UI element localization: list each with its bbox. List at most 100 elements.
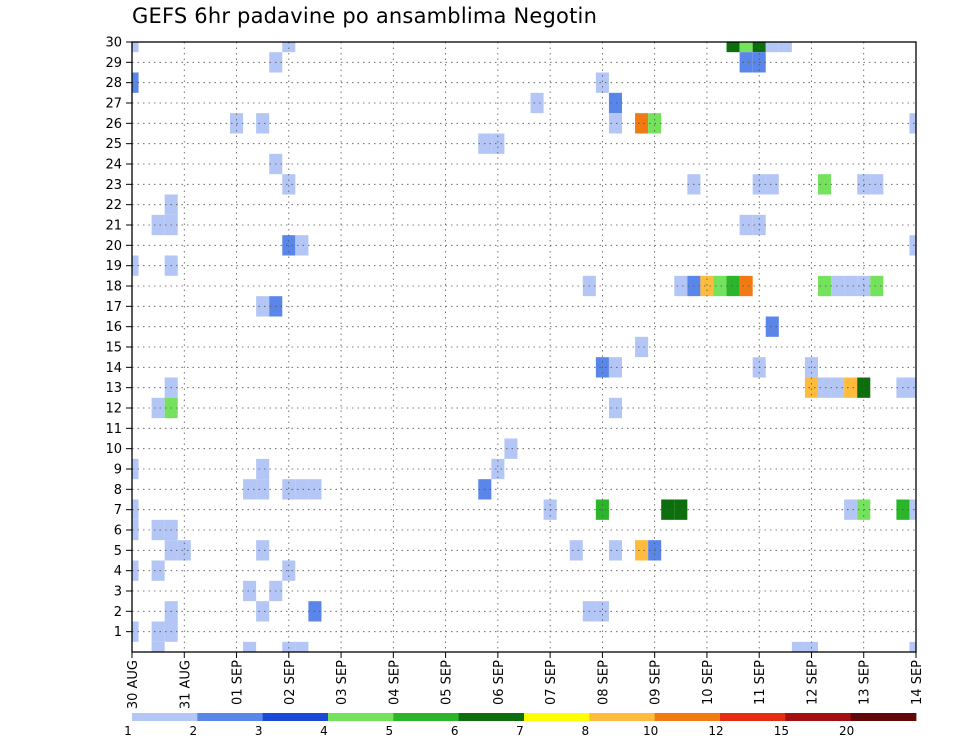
y-tick-label: 30	[105, 36, 122, 51]
x-tick-label: 08 SEP	[596, 660, 611, 705]
heatmap-cell	[726, 275, 740, 297]
heatmap-cell	[804, 641, 818, 652]
heatmap-cell	[569, 540, 583, 561]
chart-title: GEFS 6hr padavine po ansamblima Negotin	[132, 4, 598, 28]
heatmap-cell	[132, 560, 139, 581]
heatmap-cell	[608, 357, 622, 378]
y-tick-label: 18	[105, 280, 122, 295]
x-tick-label: 14 SEP	[910, 660, 925, 705]
y-tick-label: 28	[105, 76, 122, 91]
heatmap-cell	[818, 174, 832, 195]
heatmap-cell	[909, 641, 916, 652]
y-tick-label: 5	[114, 544, 122, 559]
heatmap-cell	[132, 458, 139, 480]
colorbar-swatch	[720, 713, 786, 721]
colorbar-label: 6	[451, 724, 459, 738]
x-tick-label: 12 SEP	[805, 660, 820, 705]
heatmap-cell	[608, 113, 622, 134]
colorbar-label: 8	[582, 724, 590, 738]
x-tick-label: 03 SEP	[335, 660, 350, 705]
y-tick-label: 10	[105, 442, 122, 457]
heatmap-cell	[765, 174, 779, 195]
heatmap-cell	[595, 601, 609, 622]
colorbar-label: 12	[708, 724, 723, 738]
colorbar-swatch	[132, 713, 198, 721]
heatmap-cell	[256, 113, 270, 134]
heatmap-cell	[256, 601, 270, 622]
x-tick-label: 05 SEP	[440, 660, 455, 705]
heatmap-cell	[739, 214, 753, 236]
heatmap-cell	[909, 235, 916, 256]
x-tick-label: 11 SEP	[753, 660, 768, 705]
y-tick-label: 13	[105, 381, 122, 396]
heatmap-cell	[870, 275, 884, 297]
colorbar-swatch	[262, 713, 329, 721]
y-tick-label: 2	[114, 605, 122, 620]
heatmap-cell	[909, 377, 916, 398]
heatmap-cell	[151, 621, 165, 642]
colorbar-label: 20	[839, 724, 854, 738]
heatmap-cell	[635, 540, 649, 561]
heatmap-cell	[844, 275, 858, 297]
y-tick-label: 21	[105, 219, 122, 234]
heatmap-cell	[608, 540, 622, 561]
heatmap-cell	[818, 377, 832, 398]
heatmap-cell	[635, 113, 649, 134]
heatmap-cell	[256, 540, 270, 561]
heatmap-cell	[778, 42, 792, 53]
x-axis: 30 AUG 31 AUG 01 SEP 02 SEP 03 SEP 04 SEP 05 S…	[126, 652, 925, 709]
heatmap-cell	[608, 92, 622, 114]
colorbar-swatch	[328, 713, 394, 721]
x-tick-label: 31 AUG	[178, 660, 193, 709]
heatmap-cell	[132, 255, 139, 276]
heatmap-cell	[256, 296, 270, 317]
colorbar-label: 5	[386, 724, 394, 738]
heatmap-cell	[831, 377, 845, 398]
heatmap-cell	[504, 438, 518, 459]
colorbar-swatch	[654, 713, 721, 721]
heatmap-cell	[151, 560, 165, 581]
y-tick-label: 8	[114, 483, 122, 498]
heatmap-cell	[282, 235, 296, 256]
heatmap-cell	[243, 479, 257, 500]
y-tick-label: 4	[114, 564, 122, 579]
x-tick-label: 09 SEP	[649, 660, 664, 705]
colorbar-label: 10	[643, 724, 658, 738]
y-tick-label: 24	[105, 158, 122, 173]
heatmap-cell	[295, 235, 309, 256]
colorbar-swatch	[524, 713, 590, 721]
y-tick-label: 7	[114, 503, 122, 518]
x-tick-label: 01 SEP	[231, 660, 246, 705]
heatmap-cell	[909, 499, 916, 520]
heatmap-cell	[909, 113, 916, 134]
colorbar-label: 15	[774, 724, 789, 738]
heatmap-cell	[791, 641, 805, 652]
colorbar-swatch	[393, 713, 460, 721]
heatmap-cell	[243, 580, 257, 602]
y-tick-label: 23	[105, 178, 122, 193]
heatmap-cell	[844, 377, 858, 398]
heatmap-cell	[282, 479, 296, 500]
heatmap-cell	[132, 519, 139, 541]
colorbar-label: 3	[255, 724, 263, 738]
heatmap-cell	[132, 72, 139, 93]
x-tick-label: 10 SEP	[701, 660, 716, 705]
heatmap-cell	[752, 42, 766, 53]
y-tick-label: 16	[105, 320, 122, 335]
heatmap-cell	[295, 641, 309, 652]
y-tick-label: 22	[105, 198, 122, 213]
heatmap-cell	[132, 499, 139, 520]
heatmap-cell	[595, 72, 609, 93]
heatmap-cell	[151, 641, 165, 652]
x-tick-label: 07 SEP	[544, 660, 559, 705]
colorbar-swatch	[197, 713, 264, 721]
heatmap-cell	[765, 316, 779, 337]
x-tick-label: 30 AUG	[126, 660, 141, 709]
x-tick-label: 06 SEP	[492, 660, 507, 705]
heatmap-cell	[256, 479, 270, 500]
heatmap-cell	[674, 499, 688, 520]
y-tick-label: 27	[105, 97, 122, 112]
heatmap-cell	[844, 499, 858, 520]
colorbar-label: 2	[190, 724, 198, 738]
heatmap-cell	[491, 458, 505, 480]
